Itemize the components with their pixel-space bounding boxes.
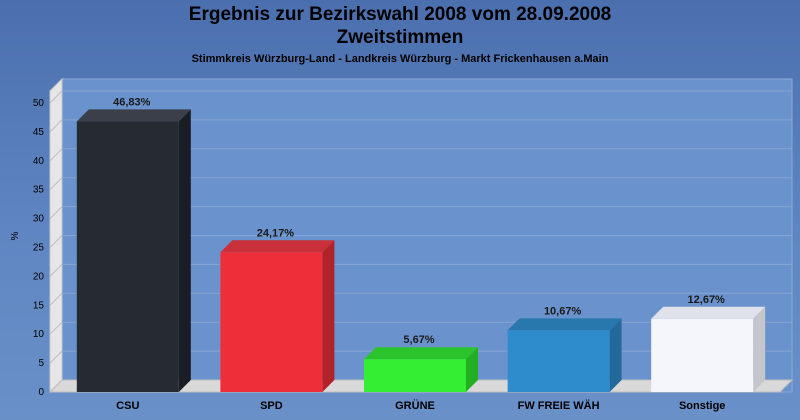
y-tick-label: 35 [33, 185, 45, 196]
gridline-side [49, 264, 63, 277]
data-label: 24,17% [257, 227, 295, 239]
bar-top [220, 240, 335, 253]
chart-title: Ergebnis zur Bezirkswahl 2008 vom 28.09.… [188, 4, 612, 25]
data-label: 5,67% [403, 334, 434, 346]
y-axis-label: % [10, 231, 21, 240]
y-tick-label: 0 [38, 387, 44, 398]
y-tick-label: 30 [33, 214, 45, 225]
y-tick-label: 15 [33, 300, 45, 311]
gridline-side [49, 177, 63, 191]
gridline-side [49, 292, 63, 306]
x-tick-label: GRÜNE [395, 399, 435, 412]
bar [651, 318, 754, 392]
bars: 46,83% 24,17% 5,67% 10,67% 12,67% [76, 96, 766, 392]
bar [76, 121, 179, 392]
x-tick-label: SPD [260, 400, 283, 412]
y-tick-label: 40 [33, 156, 45, 167]
data-label: 10,67% [544, 305, 582, 317]
gridline-side [49, 119, 63, 133]
bar-spd: 24,17% [220, 227, 335, 392]
bar [364, 359, 466, 392]
bar-top [76, 109, 191, 122]
y-tick-label: 20 [33, 271, 45, 282]
bar-side [178, 109, 191, 392]
gridline-side [49, 350, 63, 364]
chart-title-line2: Zweitstimmen [336, 27, 464, 48]
bar-grüne: 5,67% [364, 334, 478, 392]
gridline-side [49, 206, 63, 219]
bar-side [322, 240, 335, 392]
y-tick-label: 25 [33, 243, 45, 254]
gridline-side [49, 379, 63, 393]
bar-side [466, 347, 478, 392]
bar-side [753, 306, 766, 392]
x-tick-label: Sonstige [679, 400, 725, 412]
bar [220, 252, 323, 392]
gridline-side [49, 321, 63, 335]
bar-csu: 46,83% [76, 96, 191, 392]
bar [507, 330, 610, 392]
x-axis: CSU SPD GRÜNE FW FREIE WÄH Sonstige [116, 399, 725, 412]
y-tick-label: 50 [33, 98, 45, 109]
y-tick-label: 45 [33, 127, 45, 138]
y-tick-label: 10 [33, 329, 45, 340]
data-label: 46,83% [113, 96, 151, 108]
gridline-side [49, 235, 63, 248]
chart-subtitle: Stimmkreis Würzburg-Land - Landkreis Wür… [191, 53, 609, 65]
gridline-side [49, 90, 63, 104]
bar-top [651, 306, 766, 319]
bar-fw-freie-wäh: 10,67% [507, 305, 622, 392]
x-tick-label: FW FREIE WÄH [518, 399, 600, 412]
bar-side [609, 318, 622, 392]
bar-top [364, 347, 478, 360]
bar-sonstige: 12,67% [651, 294, 766, 392]
data-label: 12,67% [688, 294, 726, 306]
x-tick-label: CSU [116, 400, 139, 412]
y-tick-label: 5 [38, 358, 44, 369]
gridline-side [49, 148, 63, 162]
bar-top [507, 318, 622, 331]
y-axis: 0 5 10 15 20 25 30 35 40 45 50 [33, 98, 45, 398]
